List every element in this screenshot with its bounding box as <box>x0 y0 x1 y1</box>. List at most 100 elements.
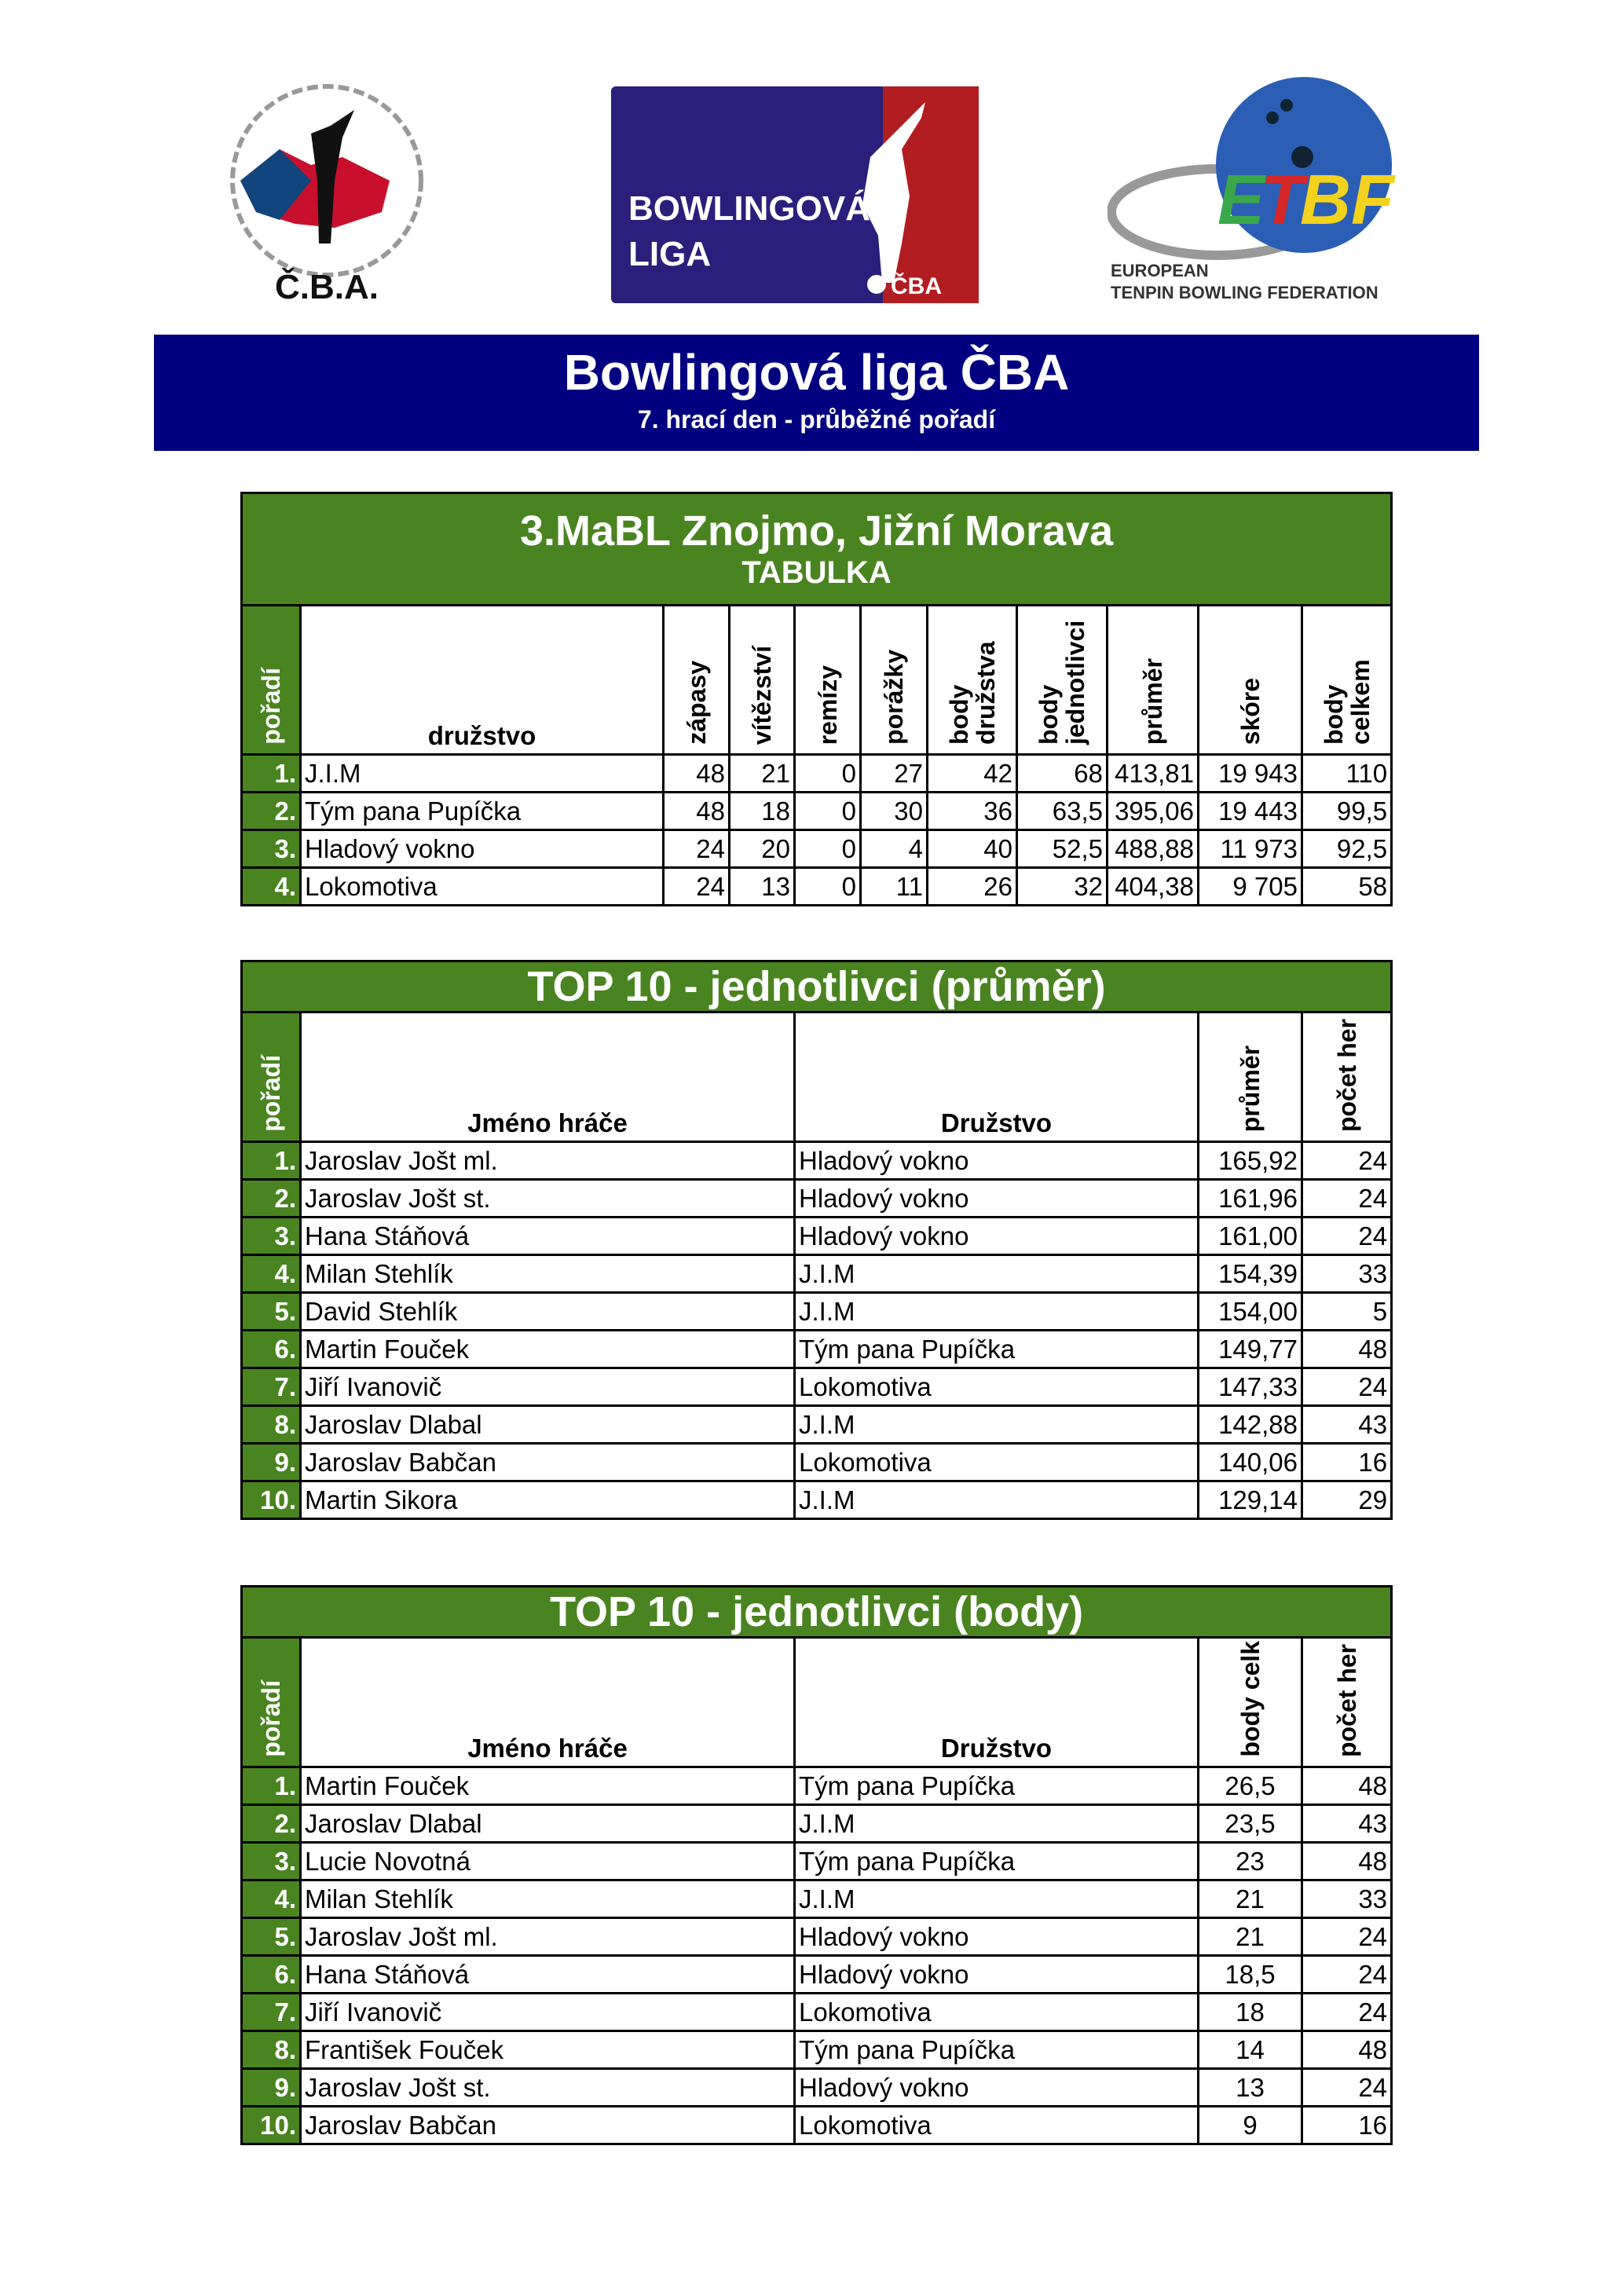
cell-prumer: 165,92 <box>1197 1141 1303 1181</box>
table-row: 10. Martin Sikora J.I.M 129,14 29 <box>240 1480 1393 1520</box>
cell-druzstvo: Tým pana Pupíčka <box>299 791 665 831</box>
rank-cell: 5. <box>240 1917 302 1957</box>
rank-cell: 3. <box>240 829 302 869</box>
cell-body-jednotlivci: 68 <box>1016 753 1108 793</box>
cell-skore: 11 973 <box>1197 829 1303 869</box>
cell-jmeno-hrace: Jiří Ivanovič <box>299 1367 796 1407</box>
column-header-poradi: pořadí <box>240 1636 302 1768</box>
column-header-label: porážky <box>880 650 908 745</box>
table-row: 5. Jaroslav Jošt ml. Hladový vokno 21 24 <box>240 1917 1393 1957</box>
top-points-table: TOP 10 - jednotlivci (body) pořadí Jméno … <box>240 1585 1393 2145</box>
column-header-label: pořadí <box>257 1055 285 1132</box>
column-header-label: zápasy <box>682 661 711 745</box>
cell-druzstvo: Tým pana Pupíčka <box>793 1329 1199 1369</box>
column-header-label: body celkem <box>1319 659 1375 745</box>
column-header-label: Družstvo <box>940 1734 1053 1763</box>
column-header-vitezstvi: vítězství <box>728 604 796 756</box>
cell-prumer: 147,33 <box>1197 1367 1303 1407</box>
rank-cell: 4. <box>240 866 302 906</box>
table-row: 5. David Stehlík J.I.M 154,00 5 <box>240 1291 1393 1331</box>
page-header-banner: Bowlingová liga ČBA 7. hrací den - průbě… <box>154 335 1479 451</box>
cell-pocet-her: 33 <box>1300 1254 1393 1294</box>
table-row: 6. Martin Fouček Tým pana Pupíčka 149,77 48 <box>240 1329 1393 1369</box>
cell-pocet-her: 43 <box>1300 1803 1393 1844</box>
column-header-label: průměr <box>1138 657 1167 745</box>
standings-title: 3.MaBL Znojmo, Jižní Morava TABULKA <box>240 492 1393 606</box>
column-header-body-celkem: body celkem <box>1300 604 1393 756</box>
cell-jmeno-hrace: Jaroslav Jošt ml. <box>299 1917 796 1957</box>
column-header-pocet-her: počet her <box>1300 1636 1393 1768</box>
cell-prumer: 488,88 <box>1106 829 1199 869</box>
table-row: 1. Jaroslav Jošt ml. Hladový vokno 165,92 24 <box>240 1141 1393 1181</box>
cell-body-druzstva: 26 <box>926 866 1018 906</box>
cell-body-celk: 18,5 <box>1197 1954 1303 1994</box>
cell-prumer: 154,39 <box>1197 1254 1303 1294</box>
rank-cell: 1. <box>240 753 302 793</box>
svg-text:ČBA: ČBA <box>891 273 942 299</box>
cell-druzstvo: Tým pana Pupíčka <box>793 1841 1199 1881</box>
column-header-label: průměr <box>1236 1045 1265 1132</box>
cell-body-celk: 26,5 <box>1197 1766 1303 1806</box>
rank-cell: 2. <box>240 791 302 831</box>
cell-druzstvo: Lokomotiva <box>793 2105 1199 2145</box>
svg-text:E: E <box>1217 161 1267 240</box>
cell-body-druzstva: 36 <box>926 791 1018 831</box>
cell-skore: 19 943 <box>1197 753 1303 793</box>
table-row: 2. Tým pana Pupíčka 48 18 0 30 36 63,5 395,06 19 … <box>240 791 1393 831</box>
cell-body-jednotlivci: 63,5 <box>1016 791 1108 831</box>
cell-remizy: 0 <box>793 791 862 831</box>
table-row: 2. Jaroslav Dlabal J.I.M 23,5 43 <box>240 1803 1393 1844</box>
cell-druzstvo: Lokomotiva <box>299 866 665 906</box>
page-subtitle: 7. hrací den - průběžné pořadí <box>637 405 996 434</box>
table-row: 3. Lucie Novotná Tým pana Pupíčka 23 48 <box>240 1841 1393 1881</box>
svg-text:T: T <box>1261 161 1309 240</box>
cell-pocet-her: 48 <box>1300 1329 1393 1369</box>
cell-druzstvo: Hladový vokno <box>793 1954 1199 1994</box>
cell-druzstvo: Hladový vokno <box>793 1178 1199 1218</box>
rank-cell: 3. <box>240 1216 302 1256</box>
cell-vitezstvi: 18 <box>728 791 796 831</box>
rank-cell: 1. <box>240 1141 302 1181</box>
cell-druzstvo: J.I.M <box>793 1404 1199 1445</box>
cell-pocet-her: 24 <box>1300 1954 1393 1994</box>
cell-remizy: 0 <box>793 866 862 906</box>
svg-text:BOWLINGOVÁ: BOWLINGOVÁ <box>628 189 870 228</box>
cell-body-celkem: 110 <box>1300 753 1393 793</box>
cell-body-celk: 23,5 <box>1197 1803 1303 1844</box>
cell-prumer: 161,96 <box>1197 1178 1303 1218</box>
cell-druzstvo: Tým pana Pupíčka <box>793 1766 1199 1806</box>
cell-druzstvo: J.I.M <box>793 1803 1199 1844</box>
column-header-pocet-her: počet her <box>1300 1011 1393 1143</box>
cell-body-celk: 9 <box>1197 2105 1303 2145</box>
cell-prumer: 404,38 <box>1106 866 1199 906</box>
cell-body-celkem: 92,5 <box>1300 829 1393 869</box>
svg-text:LIGA: LIGA <box>628 235 711 273</box>
column-header-druzstvo: družstvo <box>299 604 665 756</box>
cell-jmeno-hrace: Jaroslav Dlabal <box>299 1404 796 1445</box>
cell-pocet-her: 48 <box>1300 2030 1393 2070</box>
cell-prumer: 140,06 <box>1197 1442 1303 1482</box>
cell-zapasy: 48 <box>662 753 730 793</box>
page-title: Bowlingová liga ČBA <box>563 344 1070 401</box>
bowlingova-liga-logo: BOWLINGOVÁ LIGA ČBA <box>611 86 979 303</box>
cell-druzstvo: Lokomotiva <box>793 1367 1199 1407</box>
cell-body-jednotlivci: 52,5 <box>1016 829 1108 869</box>
cell-pocet-her: 33 <box>1300 1879 1393 1919</box>
cell-skore: 9 705 <box>1197 866 1303 906</box>
cell-druzstvo: Tým pana Pupíčka <box>793 2030 1199 2070</box>
column-header-druzstvo: Družstvo <box>793 1636 1199 1768</box>
cell-druzstvo: Hladový vokno <box>793 1216 1199 1256</box>
table-row: 4. Milan Stehlík J.I.M 154,39 33 <box>240 1254 1393 1294</box>
cell-druzstvo: Lokomotiva <box>793 1992 1199 2032</box>
cell-body-jednotlivci: 32 <box>1016 866 1108 906</box>
cell-druzstvo: J.I.M <box>793 1879 1199 1919</box>
column-header-label: body celk <box>1236 1641 1265 1757</box>
cell-porazky: 27 <box>859 753 928 793</box>
cell-vitezstvi: 21 <box>728 753 796 793</box>
rank-cell: 4. <box>240 1254 302 1294</box>
svg-text:EUROPEAN: EUROPEAN <box>1111 261 1209 280</box>
cell-body-celk: 21 <box>1197 1879 1303 1919</box>
cell-vitezstvi: 13 <box>728 866 796 906</box>
cell-remizy: 0 <box>793 829 862 869</box>
column-header-label: Jméno hráče <box>467 1734 628 1763</box>
